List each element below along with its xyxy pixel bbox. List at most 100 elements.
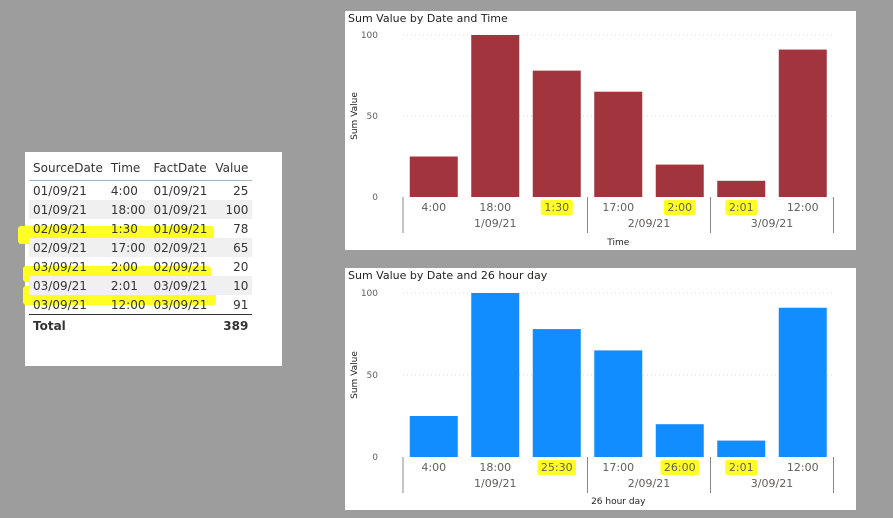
x-tick-label: 17:00 [602,461,634,474]
cell-time: 2:01 [106,276,150,295]
cell-fact-date: 01/09/21 [153,183,208,198]
cell-time: 12:00 [110,297,146,312]
x-axis-title: 26 hour day [591,497,646,507]
cell-source-date: 02/09/21 [33,221,87,236]
x-group-label: 2/09/21 [628,217,670,230]
cell-time: 18:00 [106,200,150,219]
cell-time: 17:00 [106,238,150,257]
x-tick-label: 2:01 [729,461,754,474]
chart-title: Sum Value by Date and 26 hour day [348,269,548,282]
table-row: 02/09/21 17:00 02/09/21 65 [29,238,253,257]
bar[interactable] [655,424,704,457]
x-tick-label: 26:00 [664,461,696,474]
cell-time: 1:30 [110,221,138,236]
cell-fact-date: 01/09/21 [153,221,208,236]
bar[interactable] [778,307,827,457]
x-tick-label: 17:00 [602,201,634,214]
bar[interactable] [778,49,827,197]
table-row: 03/09/21 2:00 02/09/21 20 [29,257,252,276]
table-row: 03/09/21 2:01 03/09/21 10 [29,276,253,295]
bar[interactable] [532,70,581,197]
y-axis-title: Sum Value [350,351,360,399]
x-group-label: 1/09/21 [474,477,516,490]
x-tick-label: 2:01 [729,201,754,214]
bar[interactable] [717,440,766,457]
cell-value: 78 [233,221,249,236]
chart-plot: 0 50 100 Sum Value 4:00 18:00 1:30 17:00 2:00 2:0… [350,31,834,248]
cell-source-date: 02/09/21 [29,238,107,257]
y-tick-label: 0 [372,193,378,203]
cell-fact-date: 03/09/21 [153,297,208,312]
table-header-row: SourceDate Time FactDate Value [29,156,253,181]
table-visual[interactable]: SourceDate Time FactDate Value 01/09/21 … [18,152,282,366]
table-total-row: Total 389 [29,314,253,337]
bar[interactable] [409,416,458,457]
x-tick-label: 12:00 [787,201,819,214]
tick-highlight [663,200,696,215]
table-row: 03/09/21 12:00 03/09/21 91 [29,295,252,315]
chart-date-and-time[interactable]: Sum Value by Date and Time 0 50 100 Sum Val… [345,11,856,250]
x-tick-label: 12:00 [787,461,819,474]
cell-source-date: 03/09/21 [29,276,107,295]
tick-highlight [725,200,758,215]
total-empty-cell [106,314,150,337]
x-group-label: 1/09/21 [474,217,516,230]
y-axis-title: Sum Value [350,92,360,140]
x-group-label: 3/09/21 [751,477,793,490]
cell-value: 25 [233,183,249,198]
bar[interactable] [409,156,458,198]
chart-plot: 0 50 100 Sum Value 4:00 18:00 25:30 17:00 26:00 2… [350,289,834,507]
x-tick-label: 4:00 [421,201,446,214]
tick-highlight [725,460,758,475]
cell-value: 10 [211,276,253,295]
total-empty-cell [149,314,212,337]
header-source-date[interactable]: SourceDate [29,156,107,181]
x-tick-label: 25:30 [541,461,573,474]
cell-source-date: 03/09/21 [33,297,87,312]
cell-source-date: 03/09/21 [33,259,87,274]
cell-fact-date: 03/09/21 [149,276,212,295]
y-tick-label: 0 [372,453,378,463]
cell-value: 65 [211,238,253,257]
bar[interactable] [655,164,704,197]
data-table: SourceDate Time FactDate Value 01/09/21 … [29,156,253,337]
header-fact-date[interactable]: FactDate [149,156,212,181]
bar[interactable] [471,293,520,457]
tick-highlight [660,460,699,475]
table-row: 02/09/21 1:30 01/09/21 78 [29,219,252,238]
x-tick-label: 1:30 [544,201,569,214]
x-group-label: 2/09/21 [628,477,670,490]
y-tick-label: 100 [361,289,378,299]
header-time[interactable]: Time [106,156,150,181]
cell-source-date: 01/09/21 [33,183,87,198]
cell-value: 100 [211,200,253,219]
cell-time: 4:00 [110,183,138,198]
bar[interactable] [594,91,643,197]
bar[interactable] [532,329,581,457]
cell-source-date: 01/09/21 [29,200,107,219]
header-value[interactable]: Value [211,156,253,181]
x-tick-label: 2:00 [667,201,692,214]
cell-value: 91 [233,297,249,312]
cell-fact-date: 02/09/21 [153,259,208,274]
chart-26-hour-day[interactable]: Sum Value by Date and 26 hour day 0 50 100… [345,268,856,510]
x-tick-label: 18:00 [479,461,511,474]
y-tick-label: 50 [367,112,379,122]
cell-time: 2:00 [110,259,138,274]
bar[interactable] [717,180,766,197]
cell-fact-date: 01/09/21 [149,200,212,219]
x-tick-label: 18:00 [479,201,511,214]
x-tick-label: 4:00 [421,461,446,474]
total-label: Total [29,314,107,337]
chart-title: Sum Value by Date and Time [348,12,508,25]
y-tick-label: 50 [367,371,379,381]
table-row: 01/09/21 4:00 01/09/21 25 [29,181,252,201]
cell-fact-date: 02/09/21 [149,238,212,257]
tick-highlight [540,200,573,215]
tick-highlight [537,460,576,475]
x-group-label: 3/09/21 [751,217,793,230]
bar[interactable] [594,350,643,457]
bar[interactable] [471,35,520,197]
y-tick-label: 100 [361,31,378,41]
total-value: 389 [211,314,253,337]
